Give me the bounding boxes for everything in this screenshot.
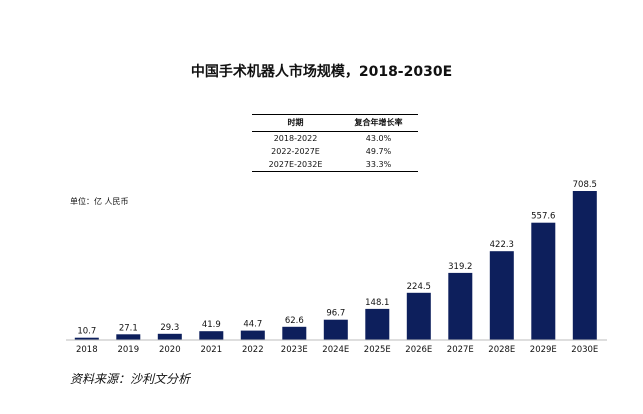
bar-2025E [365, 308, 390, 340]
bar-2028E [489, 251, 514, 340]
bar-2024E [323, 319, 348, 340]
tick-label-2022: 2022 [242, 345, 264, 355]
value-label-2029E: 557.6 [531, 212, 555, 222]
value-label-2021: 41.9 [202, 320, 221, 330]
bar-2029E [531, 222, 556, 340]
chart-title: 中国手术机器人市场规模，2018-2030E [190, 64, 453, 80]
bar-2026E [406, 292, 431, 340]
value-labels-group: 10.7 27.1 29.3 41.9 44.7 62.6 96.7 148.1 224.5 31… [77, 180, 597, 337]
tick-label-2018: 2018 [76, 345, 98, 355]
value-label-2030E: 708.5 [573, 180, 597, 190]
tick-label-2029E: 2029E [530, 345, 557, 355]
cagr-rate: 43.0% [365, 134, 392, 143]
tick-label-2023E: 2023E [281, 345, 308, 355]
cagr-period: 2027E-2032E [252, 158, 340, 172]
tick-label-2024E: 2024E [322, 345, 349, 355]
bar-2027E [448, 272, 473, 340]
source-note: 资料来源：沙利文分析 [70, 372, 191, 386]
tick-label-2019: 2019 [117, 345, 139, 355]
bar-2018 [74, 337, 99, 340]
tick-label-2021: 2021 [200, 345, 222, 355]
tick-label-2020: 2020 [159, 345, 181, 355]
value-label-2025E: 148.1 [365, 298, 389, 308]
tick-label-2028E: 2028E [488, 345, 515, 355]
bar-2023E [282, 326, 307, 340]
value-label-2020: 29.3 [160, 323, 179, 333]
bars-group [74, 191, 597, 340]
value-label-2028E: 422.3 [490, 240, 514, 250]
cagr-header-rate: 复合年增长率 [339, 114, 418, 132]
cagr-period: 2018-2022 [273, 134, 318, 143]
tick-label-2027E: 2027E [447, 345, 474, 355]
cagr-period: 2022-2027E [271, 147, 320, 156]
cagr-table-row: 2018-2022 43.0% [252, 132, 418, 146]
bar-2020 [157, 333, 182, 340]
tick-labels-group: 2018 2019 2020 2021 2022 2023E 2024E 2025E 2026E… [76, 345, 598, 355]
cagr-rate: 33.3% [339, 158, 418, 172]
tick-label-2030E: 2030E [571, 345, 598, 355]
cagr-rate: 49.7% [365, 147, 392, 156]
cagr-table: 时期 复合年增长率 2018-2022 43.0% 2022-2027E 49.… [252, 114, 418, 172]
value-label-2027E: 319.2 [448, 262, 472, 272]
value-label-2018: 10.7 [77, 327, 96, 337]
tick-label-2026E: 2026E [405, 345, 432, 355]
bar-2022 [240, 330, 265, 340]
bar-2019 [116, 334, 141, 340]
value-label-2024E: 96.7 [326, 309, 345, 319]
tick-label-2025E: 2025E [364, 345, 391, 355]
value-label-2019: 27.1 [119, 323, 138, 333]
value-label-2026E: 224.5 [407, 282, 431, 292]
unit-label: 单位：亿 人民币 [70, 197, 129, 206]
cagr-table-row: 2027E-2032E 33.3% [252, 158, 418, 172]
bar-2030E [572, 191, 597, 340]
cagr-header-period: 时期 [252, 114, 340, 132]
cagr-table-row: 2022-2027E 49.7% [252, 145, 418, 158]
bar-2021 [199, 331, 224, 340]
value-label-2022: 44.7 [243, 320, 262, 330]
cagr-table-header-row: 时期 复合年增长率 [252, 114, 418, 132]
value-label-2023E: 62.6 [285, 316, 304, 326]
